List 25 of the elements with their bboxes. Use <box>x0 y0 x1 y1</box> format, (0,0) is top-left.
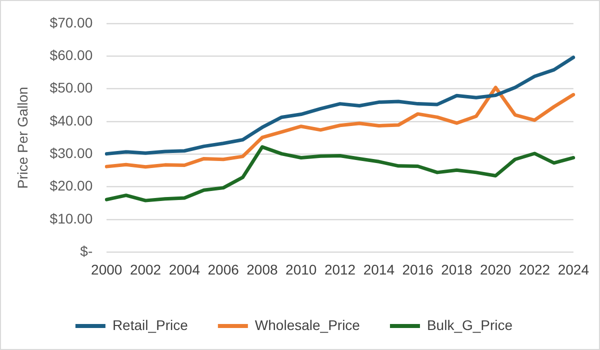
x-tick-label: 2004 <box>168 261 200 278</box>
y-tick-label: $60.00 <box>50 46 93 63</box>
x-tick-label: 2022 <box>518 261 550 278</box>
x-tick-label: 2012 <box>324 261 356 278</box>
x-tick-label: 2018 <box>441 261 473 278</box>
legend-label: Wholesale_Price <box>254 316 360 333</box>
x-tick-label: 2000 <box>91 261 122 278</box>
y-tick-label: $10.00 <box>50 210 93 226</box>
y-tick-label: $70.00 <box>50 14 93 30</box>
x-tick-label: 2002 <box>130 261 162 278</box>
y-tick-label: $30.00 <box>50 145 93 161</box>
x-tick-label: 2010 <box>286 261 317 278</box>
x-tick-label: 2024 <box>558 261 590 278</box>
y-tick-label: $- <box>80 243 93 260</box>
x-tick-label: 2008 <box>246 261 278 278</box>
y-tick-label: $40.00 <box>50 112 93 128</box>
x-tick-label: 2016 <box>402 261 434 278</box>
legend-label: Bulk_G_Price <box>426 316 513 333</box>
x-tick-label: 2014 <box>363 261 395 278</box>
x-tick-label: 2006 <box>208 261 240 278</box>
y-tick-label: $20.00 <box>50 178 93 194</box>
y-tick-label: $50.00 <box>50 80 93 96</box>
y-axis-title: Price Per Gallon <box>14 86 30 189</box>
legend-label: Retail_Price <box>112 316 188 333</box>
x-tick-label: 2020 <box>480 261 512 278</box>
